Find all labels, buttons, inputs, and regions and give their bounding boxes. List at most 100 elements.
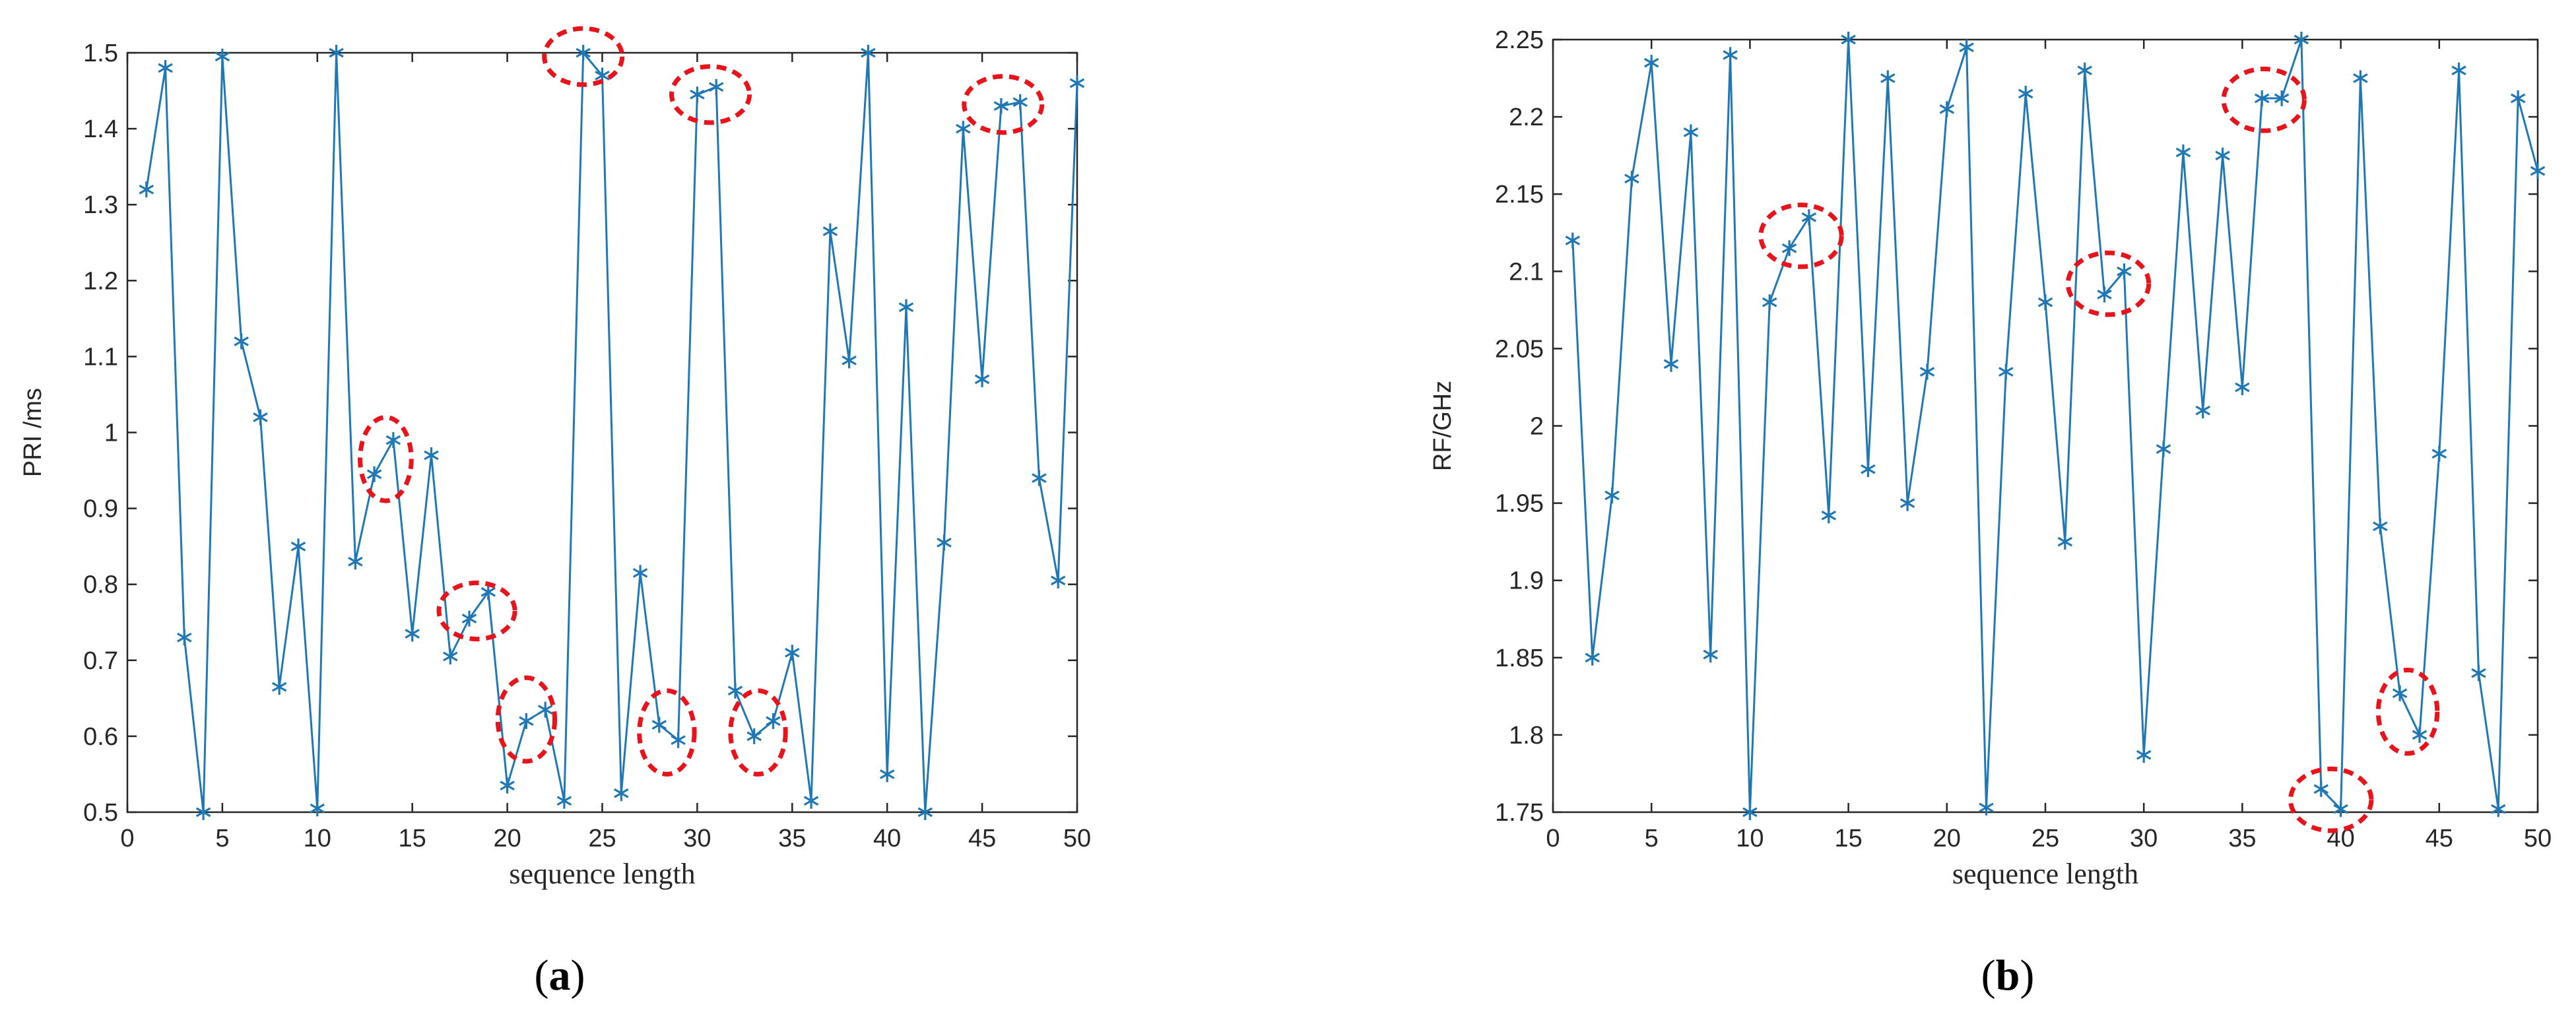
asterisk-glyph — [1742, 804, 1758, 820]
data-point-marker — [937, 534, 952, 551]
data-point-marker — [139, 181, 154, 198]
panel-label: (b) — [1981, 951, 2035, 1000]
data-point-marker — [2097, 286, 2112, 303]
data-point-marker — [1069, 75, 1085, 91]
y-tick-label: 1.4 — [83, 115, 118, 143]
asterisk-glyph — [1939, 101, 1955, 117]
data-point-marker — [1663, 356, 1679, 372]
data-point-marker — [2333, 801, 2348, 817]
x-tick-label: 40 — [873, 825, 901, 852]
asterisk-glyph — [1683, 124, 1699, 141]
x-tick-label: 5 — [1645, 825, 1659, 852]
asterisk-glyph — [1841, 32, 1856, 48]
data-point-marker — [2412, 726, 2427, 743]
highlight-ellipse — [2065, 250, 2152, 317]
x-axis-label: sequence length — [509, 858, 695, 890]
asterisk-glyph — [1899, 495, 1915, 511]
asterisk-glyph — [2037, 294, 2053, 311]
x-tick-label: 15 — [399, 825, 426, 852]
y-tick-label: 1.8 — [1509, 722, 1544, 749]
y-tick-label: 0.5 — [83, 799, 118, 827]
panel-label-letter: b — [1996, 951, 2020, 1000]
data-point-marker — [2235, 379, 2250, 395]
data-point-marker — [385, 432, 401, 448]
panel-label-close: ) — [571, 951, 585, 1000]
asterisk-glyph — [2235, 379, 2250, 395]
data-point-marker — [2077, 62, 2092, 79]
asterisk-glyph — [2018, 86, 2033, 102]
y-tick-label: 0.7 — [83, 647, 118, 675]
highlight-ellipse — [669, 64, 752, 125]
data-point-marker — [651, 717, 667, 733]
asterisk-glyph — [1781, 240, 1797, 257]
asterisk-glyph — [1032, 470, 1047, 486]
chart-panel-b: 0 5 10 15 20 25 30 35 40 45 501.751.81.851.91.9522… — [1429, 26, 2552, 1000]
data-point-marker — [822, 223, 838, 239]
asterisk-glyph — [2254, 90, 2270, 106]
data-point-marker — [1762, 294, 1777, 311]
asterisk-glyph — [1069, 75, 1085, 91]
asterisk-glyph — [519, 713, 534, 729]
y-tick-label: 2.05 — [1495, 335, 1544, 363]
data-point-marker — [2057, 534, 2073, 550]
asterisk-glyph — [177, 629, 192, 646]
x-tick-label: 25 — [588, 825, 616, 852]
asterisk-glyph — [2333, 801, 2348, 817]
asterisk-glyph — [1565, 232, 1581, 249]
asterisk-glyph — [537, 701, 553, 718]
data-point-marker — [177, 629, 192, 646]
x-tick-label: 30 — [683, 825, 711, 852]
asterisk-glyph — [2175, 144, 2191, 160]
y-axis-label: RF/GHz — [1429, 381, 1457, 471]
x-tick-label: 30 — [2130, 825, 2158, 852]
asterisk-glyph — [1821, 507, 1837, 524]
data-point-marker — [1998, 364, 2014, 380]
y-tick-label: 1.95 — [1495, 490, 1544, 518]
data-point-marker — [1861, 461, 1876, 478]
asterisk-glyph — [2530, 163, 2546, 179]
data-point-marker — [1032, 470, 1047, 486]
x-tick-label: 35 — [778, 825, 806, 852]
asterisk-glyph — [348, 554, 363, 570]
highlight-ellipse — [962, 74, 1045, 135]
asterisk-glyph — [500, 777, 515, 794]
asterisk-glyph — [708, 79, 724, 95]
asterisk-glyph — [614, 785, 629, 802]
asterisk-glyph — [2313, 781, 2329, 797]
asterisk-glyph — [1643, 55, 1659, 71]
asterisk-glyph — [1585, 649, 1600, 666]
asterisk-glyph — [2431, 445, 2447, 462]
data-point-marker — [329, 45, 344, 61]
asterisk-glyph — [822, 223, 838, 239]
data-point-marker — [1939, 101, 1955, 117]
asterisk-glyph — [2077, 62, 2092, 79]
data-point-marker — [253, 409, 268, 426]
data-point-marker — [2156, 441, 2171, 457]
data-point-marker — [2530, 163, 2546, 179]
asterisk-glyph — [2353, 70, 2368, 86]
chart-panel-a: 0 5 10 15 20 25 30 35 40 45 50 0.5 0.6 0.7 0.8 0.9 1 1.1 1… — [19, 26, 1091, 1000]
data-point-marker — [2392, 685, 2408, 701]
asterisk-glyph — [2412, 726, 2427, 743]
highlight-ellipse — [495, 675, 558, 764]
asterisk-glyph — [576, 45, 591, 61]
data-point-marker — [461, 610, 477, 627]
data-point-marker — [879, 766, 895, 782]
y-tick-label: 0.8 — [83, 571, 118, 599]
y-tick-label: 2.25 — [1495, 26, 1544, 54]
asterisk-glyph — [632, 565, 648, 581]
highlight-ellipse — [542, 26, 625, 87]
asterisk-glyph — [2057, 534, 2073, 550]
data-point-marker — [1919, 364, 1935, 380]
data-point-marker — [348, 554, 363, 570]
asterisk-glyph — [271, 679, 287, 695]
data-point-marker — [2510, 90, 2526, 106]
asterisk-glyph — [917, 804, 933, 820]
data-point-marker — [842, 352, 857, 369]
asterisk-glyph — [1801, 209, 1817, 226]
asterisk-glyph — [1012, 94, 1028, 110]
data-point-marker — [2313, 781, 2329, 797]
y-tick-label: 1.9 — [1509, 567, 1544, 595]
data-point-marker — [1880, 70, 1896, 86]
